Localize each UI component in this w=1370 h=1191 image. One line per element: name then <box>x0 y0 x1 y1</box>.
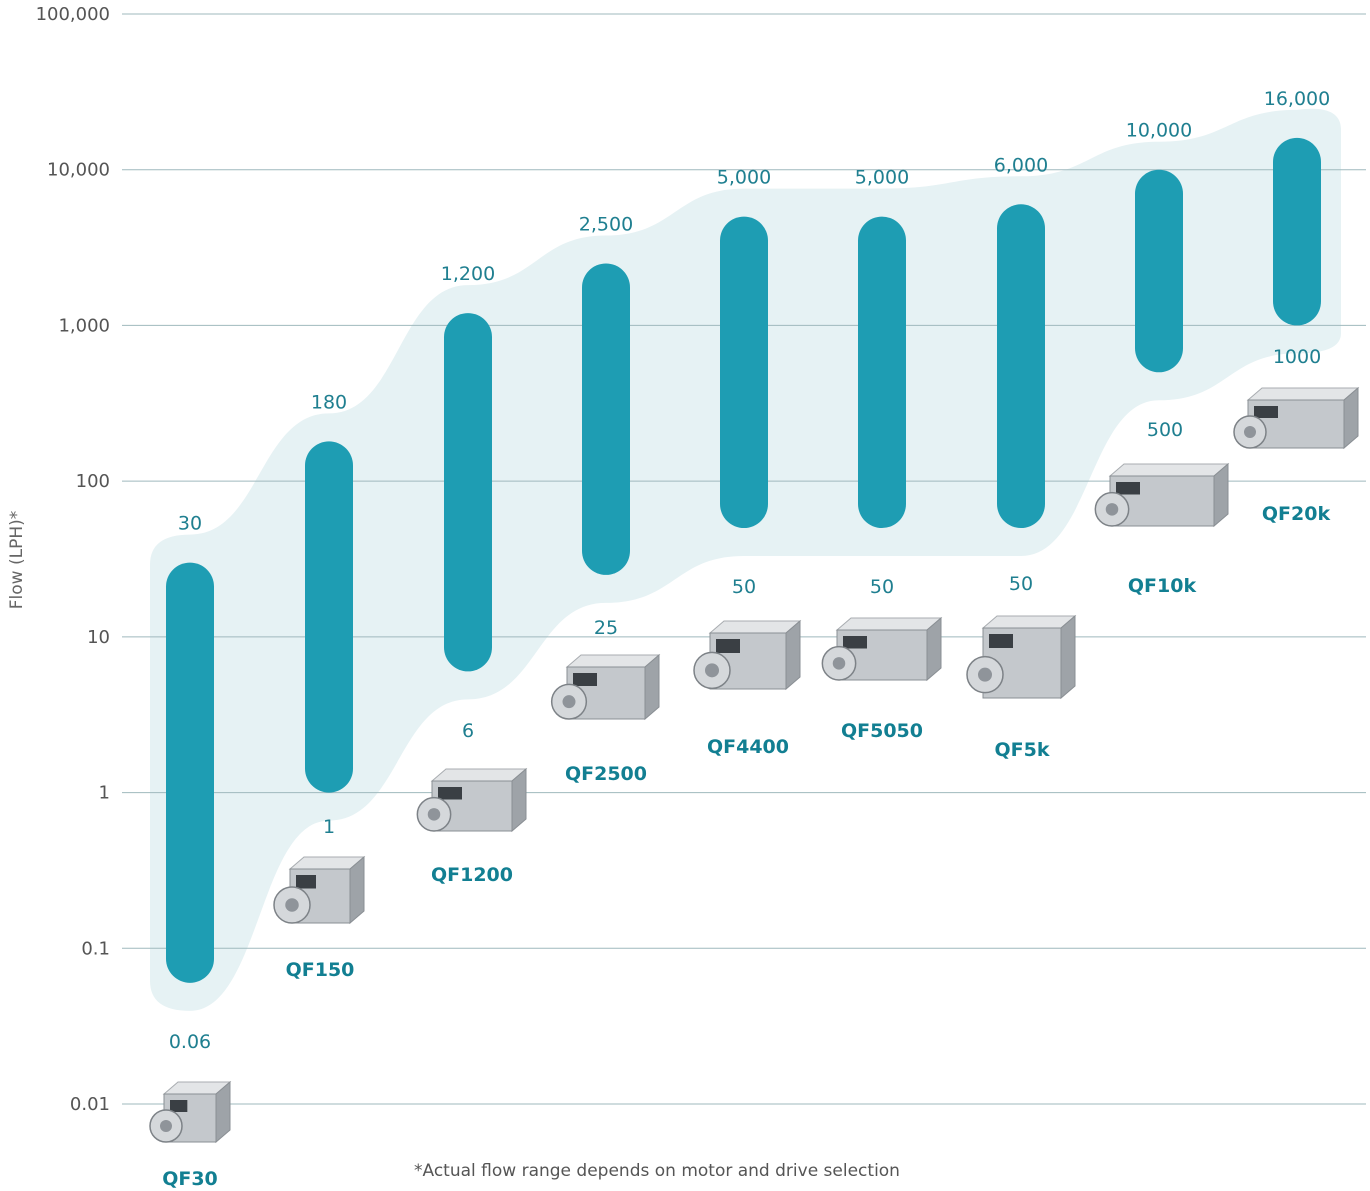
min-value-label: 50 <box>1009 573 1033 595</box>
min-value-label: 25 <box>594 617 618 639</box>
pump-housing-top <box>1246 387 1360 401</box>
pump-housing-side <box>349 855 365 925</box>
range-bar-qf10k <box>1135 169 1183 373</box>
pump-illustrations <box>149 386 1360 1144</box>
min-value-label: 6 <box>462 720 474 742</box>
pump-display <box>1254 406 1278 418</box>
pump-display <box>989 634 1013 648</box>
pump-display <box>716 639 740 653</box>
min-value-label: 500 <box>1147 419 1183 441</box>
pump-image-qf1200 <box>416 767 528 833</box>
y-tick-label: 10 <box>87 627 110 648</box>
product-label: QF4400 <box>707 736 789 758</box>
pump-head-hub <box>705 663 719 678</box>
max-value-label: 180 <box>311 391 347 413</box>
pump-housing-top <box>835 617 943 631</box>
footnote: *Actual flow range depends on motor and … <box>414 1161 900 1181</box>
y-axis-label: Flow (LPH)* <box>7 511 27 609</box>
range-bar-qf20k <box>1273 137 1321 326</box>
pump-display <box>438 787 462 800</box>
value-labels: 30 180 1,200 2,500 5,000 5,000 6,000 10,000 16,0… <box>162 88 1330 1190</box>
pump-display <box>1116 482 1140 495</box>
pump-housing-side <box>1060 614 1076 700</box>
y-tick-label: 100,000 <box>36 4 110 25</box>
pump-image-qf20k <box>1233 386 1360 450</box>
y-tick-label: 0.01 <box>70 1094 110 1115</box>
pump-image-qf150 <box>273 855 366 925</box>
range-bar-qf30 <box>166 562 214 983</box>
product-label: QF150 <box>286 959 355 981</box>
pump-head-hub <box>1105 503 1119 516</box>
product-label: QF20k <box>1262 503 1331 525</box>
pump-image-qf10k <box>1094 462 1230 528</box>
product-label: QF1200 <box>431 864 513 886</box>
max-value-label: 2,500 <box>579 213 633 235</box>
product-label: QF30 <box>162 1168 218 1190</box>
pump-head-hub <box>978 667 992 682</box>
pump-image-qf5k <box>966 614 1077 700</box>
range-bar-qf4400 <box>720 216 768 529</box>
y-tick-label: 10,000 <box>47 160 110 181</box>
y-tick-label: 100 <box>76 471 110 492</box>
y-tick-label: 1 <box>99 783 110 804</box>
y-axis-ticks: 0.01 0.1 1 10 100 1,000 10,000 100,000 <box>36 4 110 1115</box>
range-bars <box>166 137 1321 983</box>
product-label: QF10k <box>1128 575 1197 597</box>
product-label: QF5k <box>995 739 1050 761</box>
product-label: QF2500 <box>565 763 647 785</box>
range-bar-qf2500 <box>582 263 630 575</box>
max-value-label: 5,000 <box>855 167 909 189</box>
min-value-label: 50 <box>732 576 756 598</box>
y-tick-label: 1,000 <box>58 315 110 336</box>
pump-head-hub <box>285 898 299 912</box>
pump-display <box>573 673 597 686</box>
min-value-label: 0.06 <box>169 1031 211 1053</box>
pump-housing-top <box>565 654 661 668</box>
pump-display <box>843 636 867 649</box>
min-value-label: 50 <box>870 576 894 598</box>
y-tick-label: 0.1 <box>81 938 110 959</box>
pump-image-qf2500 <box>550 653 661 721</box>
pump-head-hub <box>427 808 441 821</box>
pump-housing-side <box>644 653 660 721</box>
max-value-label: 5,000 <box>717 167 771 189</box>
range-bar-qf1200 <box>444 313 492 672</box>
range-bar-qf5050 <box>858 216 906 529</box>
min-value-label: 1000 <box>1273 346 1321 368</box>
pump-head-hub <box>1244 426 1256 438</box>
pump-display <box>296 875 316 889</box>
range-bar-qf150 <box>305 441 353 793</box>
pump-housing-top <box>1108 463 1230 477</box>
product-label: QF5050 <box>841 720 923 742</box>
pump-image-qf5050 <box>821 616 943 682</box>
max-value-label: 10,000 <box>1126 120 1192 142</box>
max-value-label: 1,200 <box>441 263 495 285</box>
pump-housing-top <box>430 768 528 782</box>
pump-housing-top <box>708 620 802 634</box>
pump-image-qf30 <box>149 1080 232 1144</box>
max-value-label: 30 <box>178 513 202 535</box>
min-value-label: 1 <box>323 816 335 838</box>
max-value-label: 16,000 <box>1264 88 1330 110</box>
pump-display <box>170 1100 188 1112</box>
pump-housing-side <box>785 619 801 691</box>
pump-image-qf4400 <box>693 619 802 691</box>
pump-head-hub <box>832 657 846 670</box>
pump-housing-top <box>981 615 1077 629</box>
pump-head-hub <box>160 1120 172 1132</box>
pump-head-hub <box>562 695 576 709</box>
range-bar-qf5k <box>997 204 1045 529</box>
max-value-label: 6,000 <box>994 154 1048 176</box>
